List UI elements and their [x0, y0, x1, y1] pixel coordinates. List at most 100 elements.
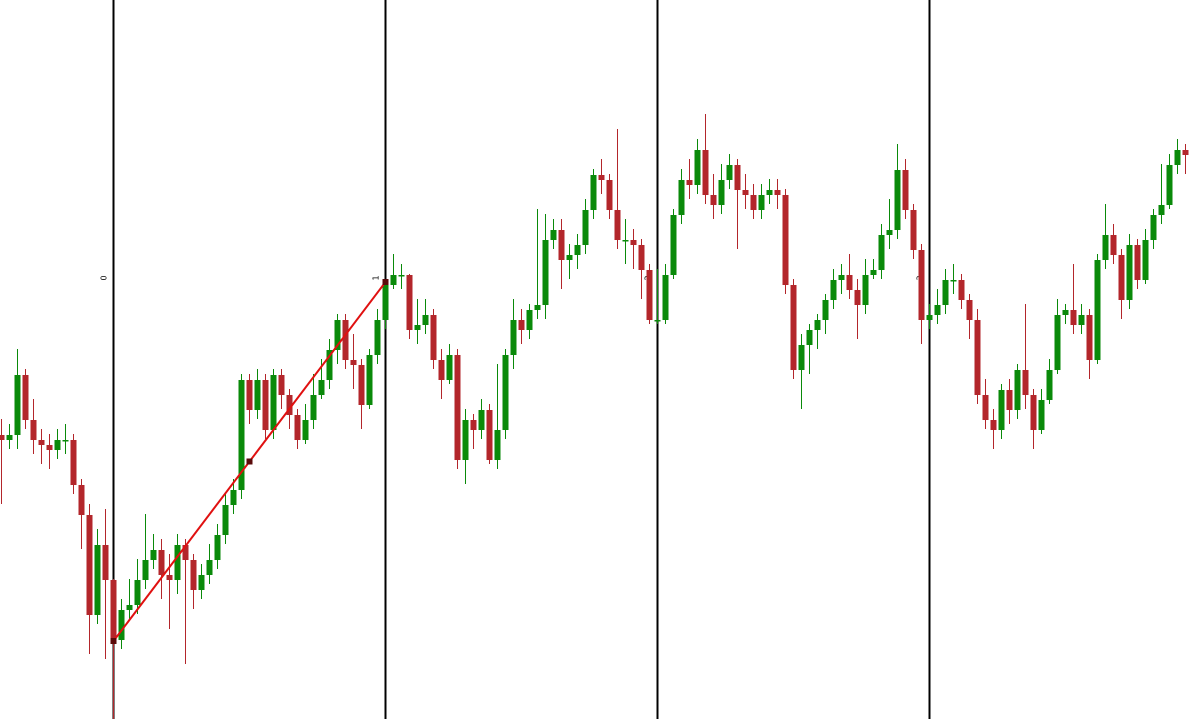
candle-body — [870, 270, 877, 275]
candle-body — [806, 330, 813, 345]
candle-body — [830, 280, 837, 300]
candle-body — [646, 270, 653, 320]
candle-body — [1102, 235, 1109, 260]
candle-body — [950, 280, 957, 282]
candle-body — [134, 580, 141, 605]
candle-body — [190, 560, 197, 590]
candle-body — [270, 375, 277, 430]
candle-body — [62, 440, 69, 442]
candle-body — [1134, 245, 1141, 280]
candle-body — [382, 285, 389, 320]
candle-body — [486, 410, 493, 460]
candle-body — [678, 180, 685, 215]
candle-body — [846, 275, 853, 290]
candle-body — [238, 380, 245, 490]
candle-body — [1110, 235, 1117, 255]
candle-body — [702, 150, 709, 195]
candle-body — [1030, 395, 1037, 430]
candle-body — [78, 485, 85, 515]
candle-body — [478, 410, 485, 430]
candle-body — [494, 430, 501, 460]
candle-body — [94, 545, 101, 615]
candle-body — [158, 550, 165, 575]
candle-body — [1006, 390, 1013, 410]
candle-body — [326, 350, 333, 380]
trend-handle — [110, 638, 117, 644]
candle-body — [1182, 150, 1189, 155]
candle-body — [1174, 150, 1181, 165]
candle-body — [782, 195, 789, 285]
candle-body — [902, 170, 909, 210]
candle-body — [174, 545, 181, 580]
candle-body — [30, 420, 37, 440]
candle-body — [534, 305, 541, 310]
candle-body — [894, 170, 901, 230]
candle-body — [1126, 245, 1133, 300]
candle-body — [46, 445, 53, 450]
candle-body — [438, 360, 445, 380]
candle-body — [854, 290, 861, 305]
candle-body — [398, 275, 405, 277]
candle-body — [406, 275, 413, 330]
candle-body — [590, 175, 597, 210]
candle-body — [726, 165, 733, 180]
candle-body — [734, 165, 741, 190]
candle-body — [1046, 370, 1053, 400]
candle-body — [70, 440, 77, 485]
candle-body — [1150, 215, 1157, 240]
candle-body — [574, 245, 581, 255]
candle-body — [990, 420, 997, 430]
candle-body — [1054, 315, 1061, 370]
candle-body — [278, 375, 285, 395]
candle-body — [910, 210, 917, 250]
candle-body — [86, 515, 93, 615]
candle-body — [814, 320, 821, 330]
candle-body — [998, 390, 1005, 430]
separator-label: 1 — [372, 275, 381, 280]
candle-body — [334, 320, 341, 350]
candle-body — [230, 490, 237, 505]
candle-body — [614, 210, 621, 240]
candle-body — [1142, 240, 1149, 280]
candle-body — [286, 395, 293, 415]
candle-body — [518, 320, 525, 330]
candle-body — [502, 355, 509, 430]
candle-body — [774, 190, 781, 195]
candle-body — [422, 315, 429, 325]
candle-body — [542, 240, 549, 305]
separator-label: 0 — [100, 275, 109, 280]
candle-body — [22, 375, 29, 420]
candle-body — [142, 560, 149, 580]
candle-body — [1118, 255, 1125, 300]
candle-body — [262, 380, 269, 430]
candle-body — [118, 610, 125, 640]
candle-body — [558, 230, 565, 260]
candle-body — [206, 560, 213, 575]
candle-body — [598, 175, 605, 180]
candle-body — [302, 420, 309, 440]
candle-body — [470, 420, 477, 430]
candle-body — [1070, 310, 1077, 325]
candle-body — [222, 505, 229, 535]
candle-body — [1086, 315, 1093, 360]
candle-body — [390, 275, 397, 285]
candle-body — [510, 320, 517, 355]
candle-body — [1014, 370, 1021, 410]
candle-body — [294, 415, 301, 440]
candle-body — [1158, 205, 1165, 215]
candle-body — [462, 420, 469, 460]
candle-body — [150, 550, 157, 560]
candle-body — [110, 580, 117, 640]
candle-body — [766, 190, 773, 195]
candle-body — [550, 230, 557, 240]
candle-body — [374, 320, 381, 355]
candle-body — [310, 395, 317, 420]
candle-body — [342, 320, 349, 360]
candle-body — [198, 575, 205, 590]
candle-body — [1166, 165, 1173, 205]
candle-body — [1022, 370, 1029, 395]
trend-handle — [246, 458, 253, 465]
candle-body — [38, 440, 45, 445]
